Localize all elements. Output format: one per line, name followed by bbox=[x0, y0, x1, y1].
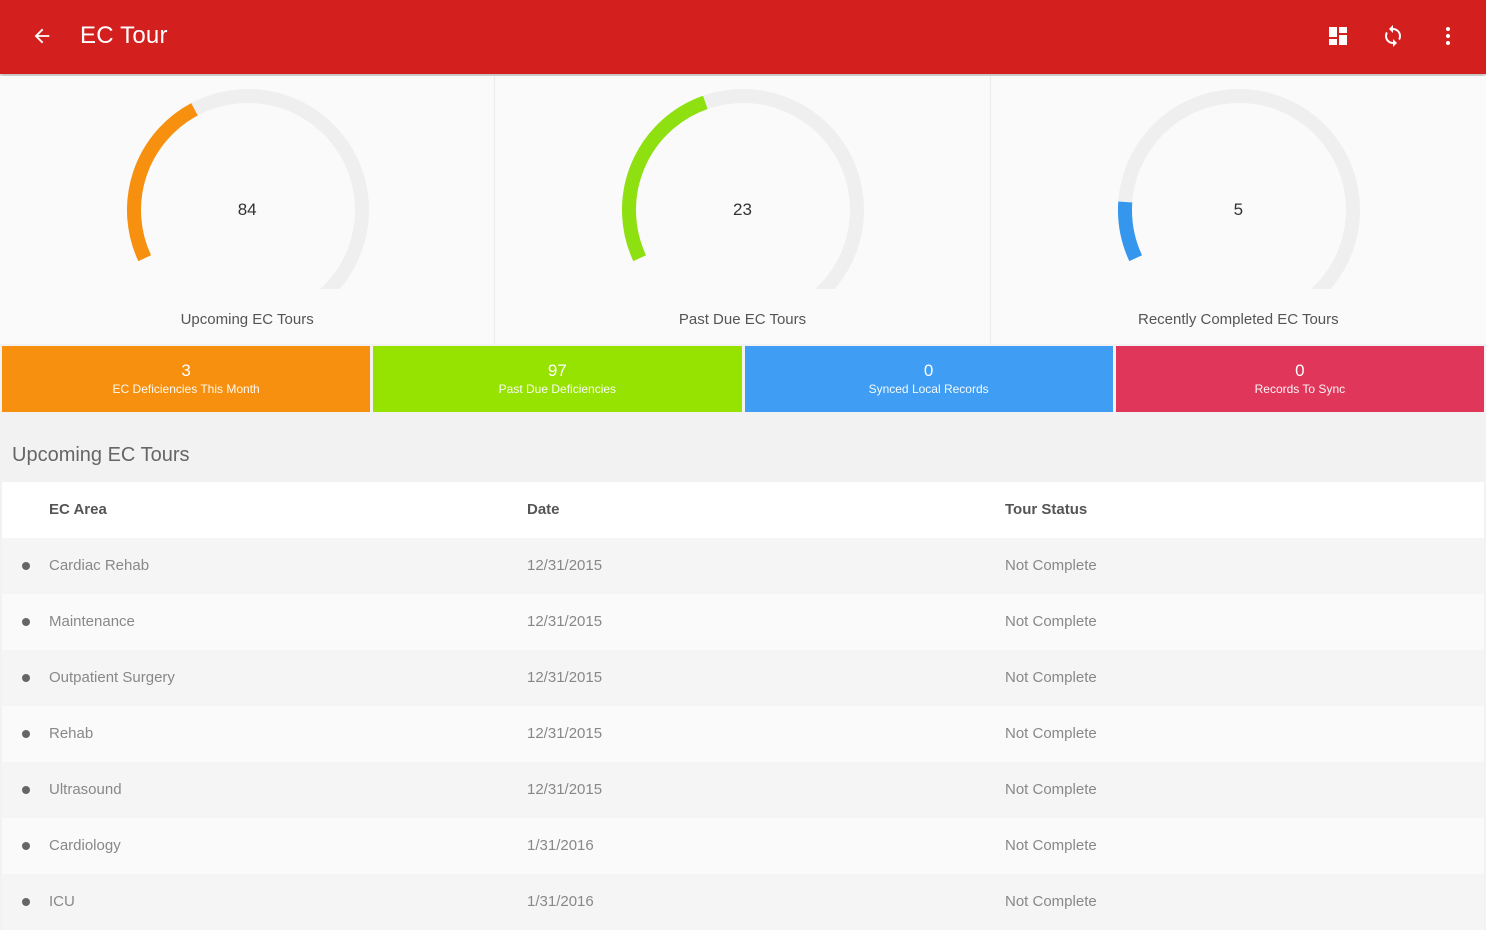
tile-caption: Past Due Deficiencies bbox=[498, 382, 617, 396]
cell-tour-status: Not Complete bbox=[1005, 781, 1097, 798]
cell-date: 12/31/2015 bbox=[527, 669, 603, 686]
tile-past-due-deficiencies[interactable]: 97 Past Due Deficiencies bbox=[373, 346, 742, 412]
cell-date: 1/31/2016 bbox=[527, 837, 594, 854]
table-header: EC Area Date Tour Status bbox=[2, 482, 1484, 538]
gauge-value: 23 bbox=[733, 200, 752, 219]
bullet-icon bbox=[22, 842, 30, 850]
gauge-value: 5 bbox=[1233, 200, 1244, 219]
bullet-icon bbox=[22, 674, 30, 682]
gauge-arc bbox=[127, 89, 369, 289]
cell-ec-area: Maintenance bbox=[49, 613, 135, 630]
table-body: Cardiac Rehab 12/31/2015 Not Complete Ma… bbox=[2, 538, 1484, 930]
sync-button[interactable] bbox=[1373, 18, 1413, 58]
tile-count: 97 bbox=[547, 361, 567, 380]
gauge-arc bbox=[622, 89, 865, 289]
arrow-back-icon bbox=[31, 25, 53, 52]
cell-tour-status: Not Complete bbox=[1005, 893, 1097, 910]
bullet-icon bbox=[22, 618, 30, 626]
tile-records-to-sync[interactable]: 0 Records To Sync bbox=[1115, 346, 1484, 412]
gauge-label: Recently Completed EC Tours bbox=[1137, 311, 1339, 328]
cell-date: 12/31/2015 bbox=[527, 781, 603, 798]
gauge-label: Upcoming EC Tours bbox=[180, 311, 314, 328]
cell-tour-status: Not Complete bbox=[1005, 725, 1097, 742]
gauge-past-due-tours[interactable]: 23 Past Due EC Tours bbox=[495, 76, 991, 344]
cell-date: 1/31/2016 bbox=[527, 893, 594, 910]
cell-tour-status: Not Complete bbox=[1005, 669, 1097, 686]
gauge-arc bbox=[1117, 89, 1360, 289]
gauge-recently-completed-tours[interactable]: 5 Recently Completed EC Tours bbox=[990, 76, 1486, 344]
app-bar: EC Tour bbox=[0, 0, 1486, 74]
bullet-icon bbox=[22, 786, 30, 794]
gauge-upcoming-tours[interactable]: 84 Upcoming EC Tours bbox=[0, 76, 496, 344]
cell-tour-status: Not Complete bbox=[1005, 557, 1097, 574]
tile-caption: EC Deficiencies This Month bbox=[112, 382, 260, 396]
bullet-icon bbox=[22, 562, 30, 570]
cell-date: 12/31/2015 bbox=[527, 557, 603, 574]
table-row[interactable]: Cardiac Rehab 12/31/2015 Not Complete bbox=[2, 538, 1484, 594]
cell-ec-area: Rehab bbox=[49, 725, 94, 742]
column-header-ec-area[interactable]: EC Area bbox=[49, 501, 107, 518]
upcoming-tours-table: EC Area Date Tour Status Cardiac Rehab 1… bbox=[2, 482, 1484, 930]
gauge-value: 84 bbox=[237, 200, 257, 219]
tile-count: 0 bbox=[923, 361, 934, 380]
back-button[interactable] bbox=[22, 18, 62, 58]
cell-date: 12/31/2015 bbox=[527, 725, 603, 742]
cell-ec-area: ICU bbox=[49, 893, 75, 910]
tile-caption: Records To Sync bbox=[1254, 382, 1346, 396]
table-row[interactable]: ICU 1/31/2016 Not Complete bbox=[2, 874, 1484, 930]
cell-ec-area: Outpatient Surgery bbox=[49, 669, 175, 686]
table-row[interactable]: Cardiology 1/31/2016 Not Complete bbox=[2, 818, 1484, 874]
sync-icon bbox=[1381, 24, 1405, 53]
tile-count: 0 bbox=[1295, 361, 1305, 380]
table-row[interactable]: Rehab 12/31/2015 Not Complete bbox=[2, 706, 1484, 762]
dashboard-grid-icon bbox=[1326, 24, 1350, 53]
gauge-label: Past Due EC Tours bbox=[678, 311, 807, 328]
table-row[interactable]: Ultrasound 12/31/2015 Not Complete bbox=[2, 762, 1484, 818]
section-title: Upcoming EC Tours bbox=[12, 444, 190, 466]
cell-tour-status: Not Complete bbox=[1005, 837, 1097, 854]
cell-ec-area: Cardiac Rehab bbox=[49, 557, 150, 574]
tile-ec-deficiencies-this-month[interactable]: 3 EC Deficiencies This Month bbox=[2, 346, 371, 412]
table-row[interactable]: Maintenance 12/31/2015 Not Complete bbox=[2, 594, 1484, 650]
cell-tour-status: Not Complete bbox=[1005, 613, 1097, 630]
cell-ec-area: Cardiology bbox=[49, 837, 121, 854]
bullet-icon bbox=[22, 730, 30, 738]
bullet-icon bbox=[22, 898, 30, 906]
overflow-menu-button[interactable] bbox=[1428, 18, 1468, 58]
tile-synced-local-records[interactable]: 0 Synced Local Records bbox=[744, 346, 1113, 412]
column-header-tour-status[interactable]: Tour Status bbox=[1005, 501, 1088, 518]
summary-tiles: 3 EC Deficiencies This Month 97 Past Due… bbox=[2, 346, 1484, 412]
cell-date: 12/31/2015 bbox=[527, 613, 603, 630]
gauge-row: 84 Upcoming EC Tours 23 Past Due EC Tour… bbox=[0, 76, 1486, 344]
tile-caption: Synced Local Records bbox=[868, 382, 989, 396]
tile-count: 3 bbox=[181, 361, 191, 380]
dashboard-button[interactable] bbox=[1318, 18, 1358, 58]
column-header-date[interactable]: Date bbox=[527, 501, 560, 518]
more-vert-icon bbox=[1436, 24, 1460, 53]
page-title: EC Tour bbox=[80, 22, 168, 49]
table-row[interactable]: Outpatient Surgery 12/31/2015 Not Comple… bbox=[2, 650, 1484, 706]
cell-ec-area: Ultrasound bbox=[49, 781, 122, 798]
